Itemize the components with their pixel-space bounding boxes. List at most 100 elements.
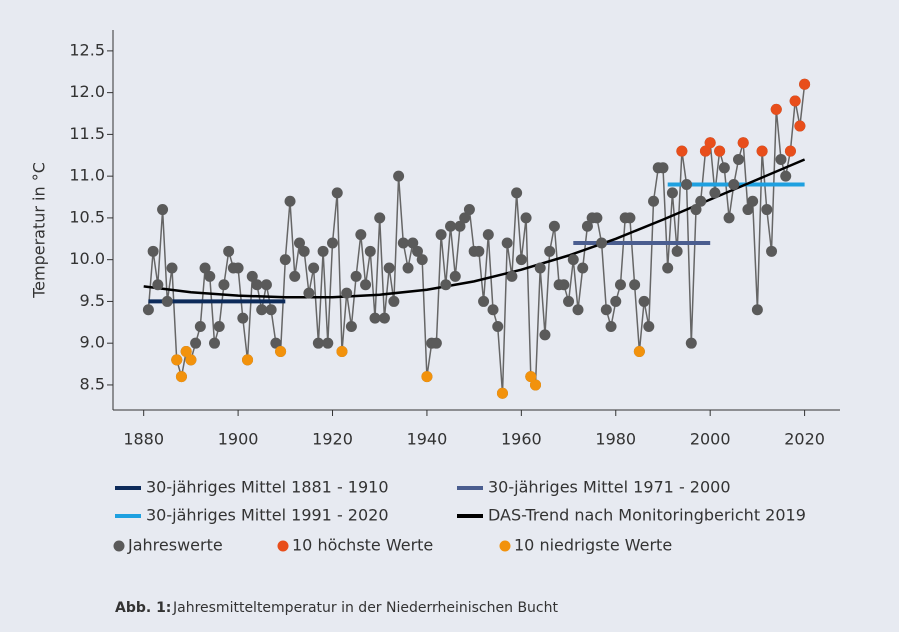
x-tick-label: 1940 [407,430,448,449]
data-point [761,204,773,216]
data-point [671,245,683,257]
y-axis-title: Temperatur in °C [30,162,49,299]
data-point [567,254,579,266]
data-point [563,295,575,307]
data-point [728,179,740,191]
data-point [591,212,603,224]
data-point [237,312,249,324]
y-tick-label: 9.0 [80,333,105,352]
legend-label: 10 höchste Werte [292,536,433,555]
data-point [596,237,608,249]
data-point [345,320,357,332]
data-point [421,371,433,383]
data-point [548,220,560,232]
data-point [265,304,277,316]
data-point [402,262,414,274]
data-point [718,162,730,174]
data-point [260,279,272,291]
data-point [511,187,523,199]
data-point [369,312,381,324]
data-point [624,212,636,224]
y-tick-label: 12.0 [69,82,105,101]
data-point [501,237,513,249]
legend-label: 30-jähriges Mittel 1881 - 1910 [146,478,389,497]
data-point [180,346,192,358]
legend-label: 10 niedrigste Werte [514,536,672,555]
data-point [223,245,235,257]
legend-swatch [113,540,125,552]
data-point [327,237,339,249]
data-point [397,237,409,249]
data-point [685,337,697,349]
data-point [605,320,617,332]
data-point [581,220,593,232]
data-point [204,270,216,282]
x-tick-label: 1960 [501,430,542,449]
data-point [270,337,282,349]
data-point [232,262,244,274]
data-point [317,245,329,257]
data-point [388,295,400,307]
data-point [666,187,678,199]
legend-label: DAS-Trend nach Monitoringbericht 2019 [488,506,806,525]
data-point [374,212,386,224]
data-point [775,153,787,165]
data-point [246,270,258,282]
y-tick-label: 10.0 [69,249,105,268]
data-point [194,320,206,332]
data-point [336,346,348,358]
data-point [171,354,183,366]
data-point [747,195,759,207]
data-point [544,245,556,257]
y-tick-label: 10.5 [69,207,105,226]
data-point [416,254,428,266]
data-point [312,337,324,349]
data-point [690,204,702,216]
data-point [681,179,693,191]
data-point [279,254,291,266]
data-point [780,170,792,182]
data-point [794,120,806,132]
data-point [709,187,721,199]
data-point [322,337,334,349]
data-point [199,262,211,274]
data-point [737,137,749,149]
legend-swatch [277,540,289,552]
data-point [629,279,641,291]
data-point [633,346,645,358]
x-tick-label: 1980 [595,430,636,449]
y-tick-label: 11.5 [69,124,105,143]
data-point [213,320,225,332]
data-point [293,237,305,249]
data-point [600,304,612,316]
data-point [256,304,268,316]
data-point [789,95,801,107]
data-point [378,312,390,324]
data-point [218,279,230,291]
data-point [430,337,442,349]
data-point [534,262,546,274]
x-tick-label: 1920 [312,430,353,449]
data-point [577,262,589,274]
data-point [770,103,782,115]
data-point [539,329,551,341]
caption-label: Abb. 1: [115,600,171,616]
data-point [407,237,419,249]
data-point [298,245,310,257]
data-point [459,212,471,224]
data-point [284,195,296,207]
data-point [251,279,263,291]
data-point [699,145,711,157]
data-point [676,145,688,157]
data-point [166,262,178,274]
data-point [558,279,570,291]
data-point [525,371,537,383]
legend-label: Jahreswerte [127,536,223,555]
data-point [530,379,542,391]
data-point [449,270,461,282]
x-tick-label: 2000 [690,430,731,449]
data-point [610,295,622,307]
x-tick-label: 1880 [123,430,164,449]
